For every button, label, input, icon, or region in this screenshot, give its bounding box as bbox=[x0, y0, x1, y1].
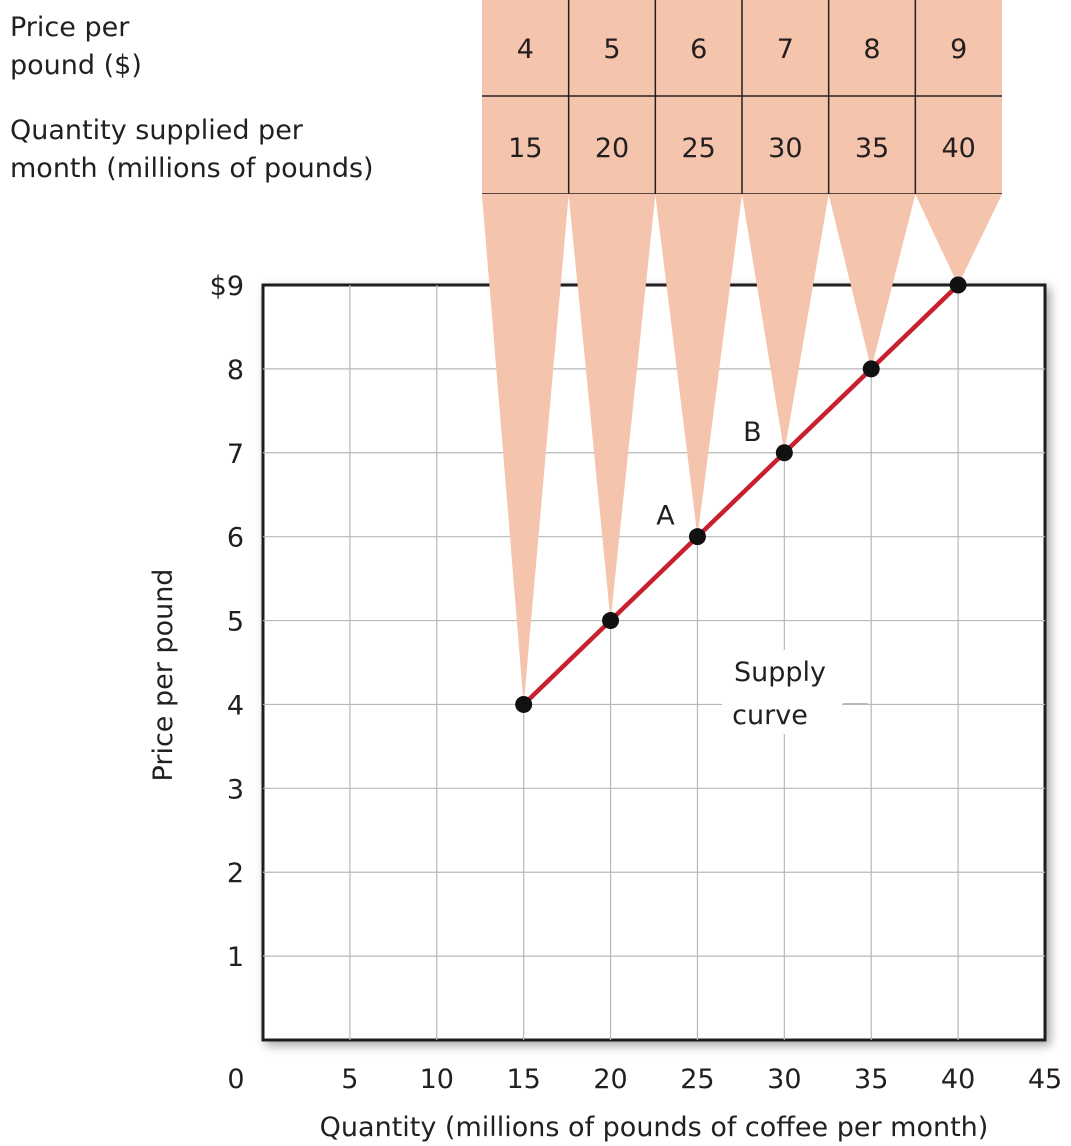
x-tick-label: 10 bbox=[420, 1064, 454, 1095]
connector-wedges-overlay bbox=[482, 194, 1002, 705]
supply-points bbox=[515, 276, 967, 713]
quantity-row-label-line2: month (millions of pounds) bbox=[10, 153, 374, 184]
x-tick-label: 35 bbox=[854, 1064, 888, 1095]
supply-curve-line bbox=[521, 282, 961, 707]
supply-schedule-table: 4 5 6 7 8 9 15 20 25 30 35 40 bbox=[482, 0, 1002, 195]
plot-area bbox=[261, 283, 1047, 1042]
quantity-cell: 20 bbox=[595, 133, 629, 164]
connector-wedge-in-plot bbox=[568, 194, 656, 621]
supply-point bbox=[949, 276, 967, 294]
supply-curve-label-line2: curve bbox=[732, 700, 808, 731]
y-tick-label: 7 bbox=[227, 439, 244, 470]
quantity-row-label-line1: Quantity supplied per bbox=[10, 115, 304, 146]
supply-point bbox=[688, 528, 706, 546]
y-tick-label: 8 bbox=[227, 355, 244, 386]
quantity-cell: 15 bbox=[508, 133, 542, 164]
supply-point bbox=[602, 612, 620, 630]
quantity-cell: 35 bbox=[855, 133, 889, 164]
y-tick-label: 4 bbox=[227, 690, 244, 721]
connector-wedge-in-plot bbox=[482, 194, 569, 705]
price-cell: 9 bbox=[950, 34, 967, 65]
supply-point bbox=[775, 444, 793, 462]
y-axis-ticks: $9 8 7 6 5 4 3 2 1 bbox=[210, 271, 244, 973]
x-tick-label: 40 bbox=[941, 1064, 975, 1095]
connector-wedge-in-plot bbox=[742, 194, 829, 453]
quantity-cell: 25 bbox=[681, 133, 715, 164]
x-tick-label: 45 bbox=[1028, 1064, 1062, 1095]
quantity-cell: 40 bbox=[941, 133, 975, 164]
y-tick-label: 1 bbox=[227, 942, 244, 973]
connector-wedge-in-plot bbox=[655, 194, 742, 537]
x-tick-label: 5 bbox=[341, 1064, 358, 1095]
price-row-label-line2: pound ($) bbox=[10, 50, 142, 81]
y-tick-label: 2 bbox=[227, 858, 244, 889]
y-tick-label: 3 bbox=[227, 774, 244, 805]
price-cell: 8 bbox=[863, 34, 880, 65]
price-cell: 7 bbox=[777, 34, 794, 65]
connector-wedge-in-plot bbox=[915, 194, 1002, 285]
x-axis-title: Quantity (millions of pounds of coffee p… bbox=[320, 1112, 989, 1143]
supply-point bbox=[515, 695, 533, 713]
x-tick-label: 20 bbox=[593, 1064, 627, 1095]
quantity-cell: 30 bbox=[768, 133, 802, 164]
point-label: A bbox=[656, 501, 675, 532]
price-cell: 6 bbox=[690, 34, 707, 65]
point-label: B bbox=[743, 417, 762, 448]
supply-point bbox=[862, 360, 880, 378]
supply-curve-label-line1: Supply bbox=[734, 657, 826, 688]
x-tick-label: 0 bbox=[227, 1064, 244, 1095]
y-axis-title: Price per pound bbox=[148, 569, 179, 782]
point-labels: AB bbox=[656, 417, 761, 532]
supply-curve-label-backdrop bbox=[722, 650, 842, 734]
gridlines bbox=[263, 285, 1045, 1040]
connector-wedge-in-plot bbox=[828, 194, 916, 369]
price-row-label-line1: Price per bbox=[10, 12, 130, 43]
price-cell: 5 bbox=[603, 34, 620, 65]
x-axis-ticks: 0 5 10 15 20 25 30 35 40 45 bbox=[227, 1064, 1062, 1095]
y-tick-label: 5 bbox=[227, 607, 244, 638]
x-tick-label: 15 bbox=[506, 1064, 540, 1095]
x-tick-label: 30 bbox=[767, 1064, 801, 1095]
price-cell: 4 bbox=[517, 34, 534, 65]
supply-curve bbox=[521, 282, 961, 707]
y-tick-label: $9 bbox=[210, 271, 244, 302]
y-tick-label: 6 bbox=[227, 523, 244, 554]
x-tick-label: 25 bbox=[680, 1064, 714, 1095]
